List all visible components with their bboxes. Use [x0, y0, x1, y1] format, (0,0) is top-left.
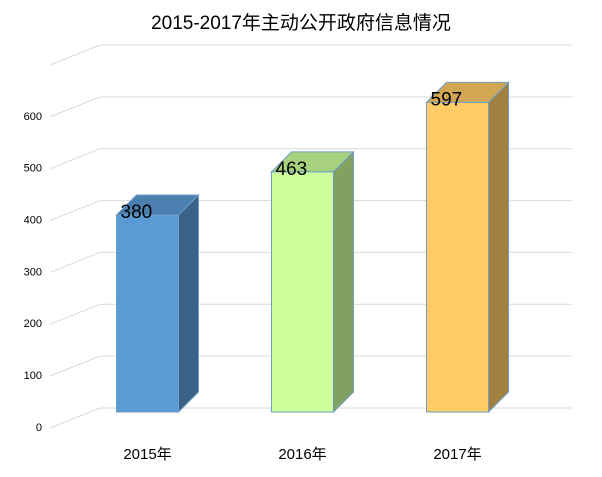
bar: [115, 193, 200, 414]
bar-side: [178, 193, 199, 414]
x-tick-label: 2016年: [278, 446, 326, 463]
y-tick-label: 100: [24, 370, 42, 382]
y-tick-label: 500: [24, 163, 42, 175]
value-label: 597: [431, 89, 463, 110]
x-tick-label: 2017年: [433, 446, 481, 463]
bar-side: [488, 81, 509, 414]
grid-frame: [49, 44, 572, 66]
bar-front: [426, 101, 489, 413]
bar: [425, 81, 510, 414]
y-tick-label: 300: [24, 266, 42, 278]
grid-line: [49, 251, 572, 273]
value-label: 463: [276, 159, 308, 180]
grid-line: [49, 96, 572, 118]
value-label: 380: [121, 202, 153, 223]
y-tick-label: 600: [24, 111, 42, 123]
grid-line: [49, 303, 572, 325]
y-tick-label: 0: [36, 422, 42, 434]
grid-line: [49, 355, 572, 377]
y-tick-label: 400: [24, 214, 42, 226]
grid-line: [49, 407, 572, 429]
grid-line: [49, 148, 572, 170]
x-tick-label: 2015年: [123, 446, 171, 463]
bar: [270, 150, 355, 414]
bar-front: [271, 171, 334, 413]
chart-title: 2015-2017年主动公开政府信息情况: [151, 12, 451, 34]
bar-side: [333, 150, 354, 414]
grid-line: [49, 200, 572, 222]
y-tick-label: 200: [24, 318, 42, 330]
bar-front: [116, 214, 179, 413]
